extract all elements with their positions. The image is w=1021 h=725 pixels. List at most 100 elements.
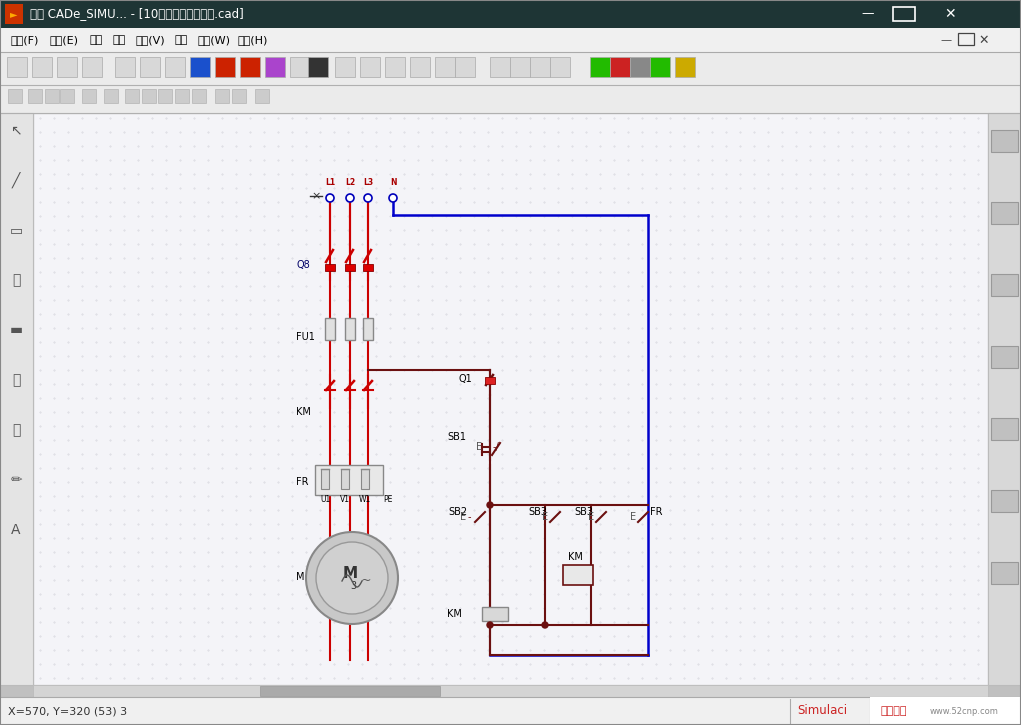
Bar bbox=[125, 89, 139, 103]
Circle shape bbox=[487, 622, 493, 628]
Bar bbox=[341, 469, 349, 489]
Bar bbox=[991, 202, 1018, 224]
Bar bbox=[255, 89, 269, 103]
Text: ✏: ✏ bbox=[10, 473, 21, 487]
Bar bbox=[360, 57, 380, 77]
Text: 窗口(W): 窗口(W) bbox=[197, 35, 231, 45]
Bar bbox=[958, 33, 974, 45]
Text: 🖌: 🖌 bbox=[12, 423, 20, 437]
Text: 编辑(E): 编辑(E) bbox=[49, 35, 79, 45]
Text: 华印社区: 华印社区 bbox=[880, 706, 907, 716]
Bar bbox=[33, 113, 988, 685]
Circle shape bbox=[346, 194, 354, 202]
Text: X=570, Y=320 (53) 3: X=570, Y=320 (53) 3 bbox=[8, 706, 128, 716]
Text: FU1: FU1 bbox=[296, 332, 314, 342]
Text: 查看(V): 查看(V) bbox=[135, 35, 164, 45]
Bar bbox=[8, 89, 22, 103]
Text: L3: L3 bbox=[362, 178, 373, 187]
Text: 文件(F): 文件(F) bbox=[10, 35, 39, 45]
Bar bbox=[192, 89, 206, 103]
Bar bbox=[321, 469, 329, 489]
Bar bbox=[82, 57, 102, 77]
Bar bbox=[260, 686, 440, 696]
Text: M: M bbox=[296, 572, 304, 582]
Text: Simulaci: Simulaci bbox=[797, 705, 847, 718]
Bar bbox=[0, 85, 1021, 113]
Text: W1: W1 bbox=[358, 495, 371, 504]
Bar bbox=[991, 562, 1018, 584]
Text: ⬬: ⬬ bbox=[12, 373, 20, 387]
Bar bbox=[33, 685, 988, 697]
Bar bbox=[265, 57, 285, 77]
Bar bbox=[32, 57, 52, 77]
Bar bbox=[290, 57, 310, 77]
Bar bbox=[215, 89, 229, 103]
Circle shape bbox=[542, 622, 548, 628]
Bar bbox=[345, 318, 355, 340]
Text: ~: ~ bbox=[360, 573, 372, 587]
Bar bbox=[0, 28, 1021, 52]
Bar bbox=[410, 57, 430, 77]
Text: KM: KM bbox=[568, 552, 583, 562]
Text: ▬: ▬ bbox=[9, 323, 22, 337]
Text: ✕: ✕ bbox=[979, 33, 989, 46]
Bar bbox=[435, 57, 455, 77]
Bar bbox=[240, 57, 260, 77]
Text: FR: FR bbox=[296, 477, 308, 487]
Text: ►: ► bbox=[10, 9, 17, 19]
Bar bbox=[82, 89, 96, 103]
Text: KM: KM bbox=[447, 609, 461, 619]
Bar bbox=[0, 52, 1021, 85]
Text: V1: V1 bbox=[340, 495, 350, 504]
Circle shape bbox=[487, 502, 493, 508]
Bar bbox=[7, 57, 27, 77]
Bar bbox=[991, 346, 1018, 368]
Circle shape bbox=[389, 194, 397, 202]
Text: ▭: ▭ bbox=[9, 223, 22, 237]
Text: 模拟: 模拟 bbox=[112, 35, 126, 45]
Text: FR: FR bbox=[650, 507, 663, 517]
Bar bbox=[610, 57, 630, 77]
Bar bbox=[60, 89, 74, 103]
Bar bbox=[142, 89, 156, 103]
Text: ×: × bbox=[311, 191, 321, 201]
Text: N: N bbox=[390, 178, 396, 187]
Text: ⬭: ⬭ bbox=[12, 273, 20, 287]
Bar bbox=[28, 89, 42, 103]
Bar bbox=[345, 264, 355, 271]
Text: ✕: ✕ bbox=[944, 7, 956, 21]
Text: U1: U1 bbox=[320, 495, 330, 504]
Bar bbox=[308, 57, 328, 77]
Bar bbox=[335, 57, 355, 77]
Text: E: E bbox=[542, 512, 548, 522]
Bar bbox=[140, 57, 160, 77]
Bar bbox=[385, 57, 405, 77]
Text: PE: PE bbox=[383, 495, 393, 504]
Bar bbox=[991, 130, 1018, 152]
Bar bbox=[490, 57, 510, 77]
Bar bbox=[650, 57, 670, 77]
Text: -/: -/ bbox=[493, 442, 499, 452]
Circle shape bbox=[364, 194, 372, 202]
Text: ╱: ╱ bbox=[12, 172, 20, 188]
Text: SB1: SB1 bbox=[447, 432, 466, 442]
Bar bbox=[104, 89, 118, 103]
Bar bbox=[158, 89, 172, 103]
Text: Q8: Q8 bbox=[296, 260, 309, 270]
Text: Q1: Q1 bbox=[458, 374, 472, 384]
Text: www.52cnp.com: www.52cnp.com bbox=[930, 706, 999, 716]
Text: A: A bbox=[11, 523, 20, 537]
Text: SB3: SB3 bbox=[528, 507, 547, 517]
Text: E: E bbox=[476, 442, 482, 452]
Text: 绘图: 绘图 bbox=[89, 35, 102, 45]
Text: E: E bbox=[588, 512, 594, 522]
Bar bbox=[482, 607, 508, 621]
Bar bbox=[991, 274, 1018, 296]
Bar bbox=[455, 57, 475, 77]
Bar bbox=[325, 264, 335, 271]
Bar bbox=[485, 377, 495, 384]
Bar bbox=[115, 57, 135, 77]
Bar bbox=[870, 697, 1021, 725]
Bar bbox=[563, 565, 593, 585]
Bar bbox=[0, 113, 33, 685]
